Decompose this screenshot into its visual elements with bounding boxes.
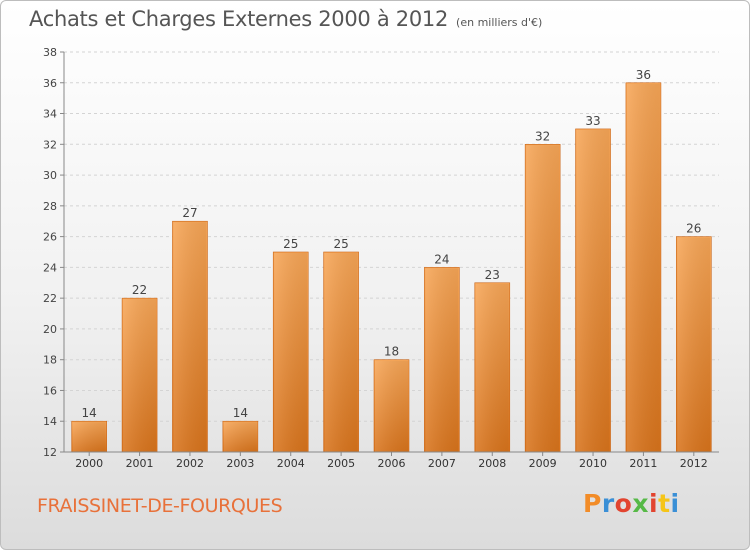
x-tick-label: 2002 xyxy=(176,457,204,470)
x-tick-label: 2008 xyxy=(478,457,506,470)
x-tick-label: 2003 xyxy=(226,457,254,470)
bar-value-label: 23 xyxy=(485,268,500,282)
bar-value-label: 25 xyxy=(283,237,298,251)
x-tick-label: 2006 xyxy=(378,457,406,470)
bar-highlight xyxy=(425,268,459,452)
bar-value-label: 25 xyxy=(333,237,348,251)
y-tick-label: 24 xyxy=(43,261,57,274)
bars: 14 22 27 14 25 25 18 24 23 32 33 36 26 xyxy=(71,68,712,453)
logo-letter: r xyxy=(601,489,615,518)
bar-group: 32 xyxy=(524,129,561,453)
logo-letter: i xyxy=(649,489,659,518)
x-tick-label: 2010 xyxy=(579,457,607,470)
bar-highlight xyxy=(72,422,106,452)
x-tick-label: 2007 xyxy=(428,457,456,470)
y-tick-label: 22 xyxy=(43,292,57,305)
bar-highlight xyxy=(324,253,358,452)
bar-group: 27 xyxy=(172,206,208,453)
x-tick-label: 2000 xyxy=(75,457,103,470)
logo-letter: i xyxy=(670,489,680,518)
bar-highlight xyxy=(576,129,610,452)
logo-letter: P xyxy=(583,489,602,518)
bar-highlight xyxy=(475,283,509,452)
bar-group: 25 xyxy=(272,237,309,453)
logo-letter: x xyxy=(632,489,649,518)
x-tick-label: 2009 xyxy=(529,457,557,470)
x-tick-label: 2012 xyxy=(680,457,708,470)
y-tick-label: 32 xyxy=(43,138,57,151)
x-tick-label: 2001 xyxy=(126,457,154,470)
bar-value-label: 26 xyxy=(686,222,701,236)
bar-group: 18 xyxy=(373,345,410,453)
bar-group: 36 xyxy=(625,68,662,453)
bar-value-label: 18 xyxy=(384,345,399,359)
y-tick-label: 34 xyxy=(43,108,57,121)
x-tick-label: 2005 xyxy=(327,457,355,470)
y-tick-label: 38 xyxy=(43,46,57,59)
y-tick-label: 18 xyxy=(43,354,57,367)
bar-value-label: 33 xyxy=(585,114,600,128)
x-tick-label: 2004 xyxy=(277,457,305,470)
commune-name: FRAISSINET-DE-FOURQUES xyxy=(37,495,283,517)
bar-highlight xyxy=(375,360,408,452)
bar-group: 23 xyxy=(474,268,511,453)
y-tick-label: 28 xyxy=(43,200,57,213)
unit-label: (en milliers d'€) xyxy=(456,16,543,29)
bar-highlight xyxy=(173,222,207,452)
chart-title: Achats et Charges Externes 2000 à 2012 (e… xyxy=(29,7,542,31)
y-tick-label: 20 xyxy=(43,323,57,336)
bar-value-label: 14 xyxy=(233,406,248,420)
bar-group: 24 xyxy=(424,252,460,453)
bar-value-label: 27 xyxy=(182,206,197,220)
logo-letter: o xyxy=(614,489,633,518)
y-tick-label: 12 xyxy=(43,446,57,459)
x-tick-label: 2011 xyxy=(629,457,657,470)
y-tick-label: 30 xyxy=(43,169,57,182)
bar-highlight xyxy=(626,83,660,453)
bar-value-label: 24 xyxy=(434,252,449,266)
y-tick-label: 16 xyxy=(43,384,57,397)
bar-group: 14 xyxy=(222,406,259,453)
bar-value-label: 36 xyxy=(636,68,651,82)
title-text: Achats et Charges Externes 2000 à 2012 xyxy=(29,7,449,31)
bar-highlight xyxy=(123,299,157,452)
bar-value-label: 32 xyxy=(535,129,550,143)
bar-group: 25 xyxy=(323,237,359,453)
y-tick-label: 14 xyxy=(43,415,57,428)
y-tick-label: 26 xyxy=(43,231,57,244)
bar-group: 26 xyxy=(676,222,712,453)
bar-value-label: 14 xyxy=(82,406,97,420)
proxiti-logo[interactable]: Proxiti xyxy=(583,489,680,518)
logo-letter: t xyxy=(658,489,671,518)
bar-group: 14 xyxy=(71,406,107,453)
bar-highlight xyxy=(526,145,560,453)
bar-highlight xyxy=(677,237,711,452)
bar-highlight xyxy=(223,422,257,452)
bar-group: 33 xyxy=(575,114,611,453)
y-tick-label: 36 xyxy=(43,77,57,90)
bar-highlight xyxy=(274,253,308,452)
axes: 12 14 16 18 20 22 24 26 28 30 32 34 36 38 2000 2001 2002… xyxy=(43,46,719,470)
bar-group: 22 xyxy=(121,283,158,453)
bar-value-label: 22 xyxy=(132,283,147,297)
